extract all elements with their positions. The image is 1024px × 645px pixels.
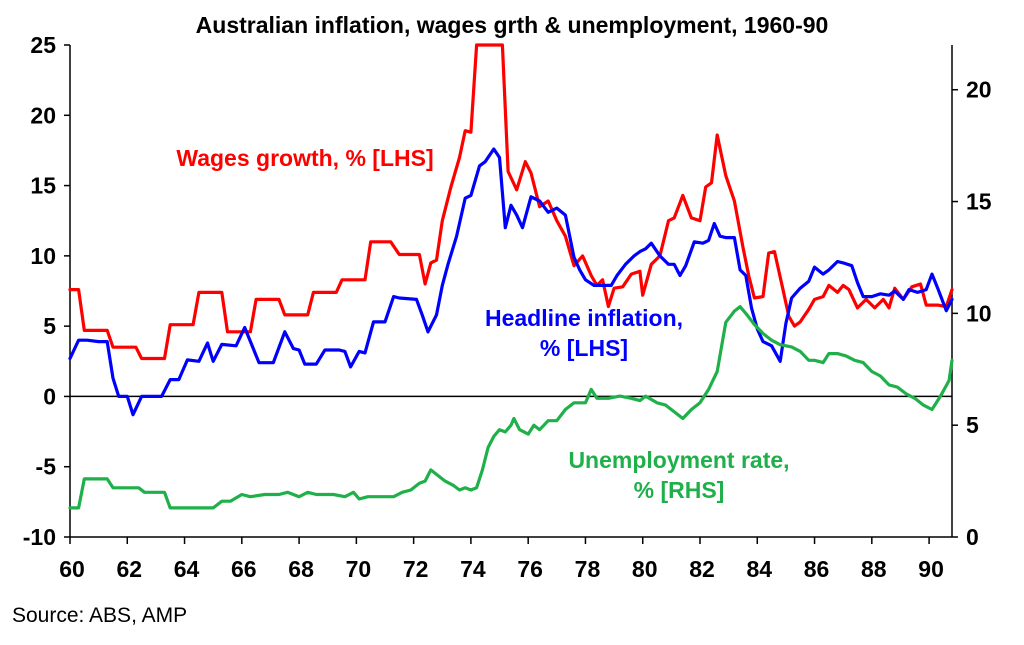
left-tick-label: -10 [23, 524, 56, 550]
series-line-unemployment-rate [68, 305, 954, 510]
series-line-wages-growth [68, 43, 954, 361]
x-tick-label: 60 [59, 556, 85, 582]
axes-layer: 25 20 15 10 5 0 -5 -10 20 15 10 5 0 60 62 64 66 68 70 72 74 7… [23, 32, 992, 582]
series-layer [68, 43, 954, 510]
x-tick-label: 68 [288, 556, 314, 582]
annotation-unemployment-rate: % [RHS] [634, 477, 725, 503]
x-tick-label: 86 [804, 556, 830, 582]
left-tick-label: 15 [30, 173, 56, 199]
x-tick-label: 78 [575, 556, 601, 582]
x-tick-label: 72 [403, 556, 429, 582]
annotation-headline-inflation: Headline inflation, [485, 305, 683, 331]
annotation-headline-inflation: % [LHS] [540, 335, 628, 361]
x-tick-label: 88 [861, 556, 887, 582]
right-tick-label: 15 [966, 189, 992, 215]
x-tick-label: 90 [918, 556, 944, 582]
right-tick-label: 20 [966, 77, 992, 103]
left-tick-label: 5 [43, 313, 56, 339]
annotation-wages-growth: Wages growth, % [LHS] [176, 145, 433, 171]
x-tick-label: 70 [346, 556, 372, 582]
right-tick-label: 5 [966, 412, 979, 438]
x-tick-label: 82 [689, 556, 715, 582]
right-tick-label: 0 [966, 524, 979, 550]
annotation-layer: Wages growth, % [LHS] Headline inflation,… [176, 145, 789, 503]
x-tick-label: 74 [460, 556, 486, 582]
chart-title: Australian inflation, wages grth & unemp… [196, 12, 829, 38]
annotation-unemployment-rate: Unemployment rate, [568, 447, 789, 473]
x-tick-label: 84 [746, 556, 772, 582]
left-tick-label: 25 [30, 32, 56, 58]
left-tick-label: -5 [36, 454, 57, 480]
chart-source: Source: ABS, AMP [12, 604, 187, 627]
left-tick-label: 20 [30, 102, 56, 128]
series-line-headline-inflation [68, 147, 954, 417]
x-tick-label: 62 [116, 556, 142, 582]
left-tick-label: 0 [43, 383, 56, 409]
x-tick-label: 66 [231, 556, 257, 582]
x-tick-label: 76 [517, 556, 543, 582]
x-tick-label: 80 [632, 556, 658, 582]
x-tick-label: 64 [174, 556, 200, 582]
left-tick-label: 10 [30, 243, 56, 269]
right-tick-label: 10 [966, 300, 992, 326]
